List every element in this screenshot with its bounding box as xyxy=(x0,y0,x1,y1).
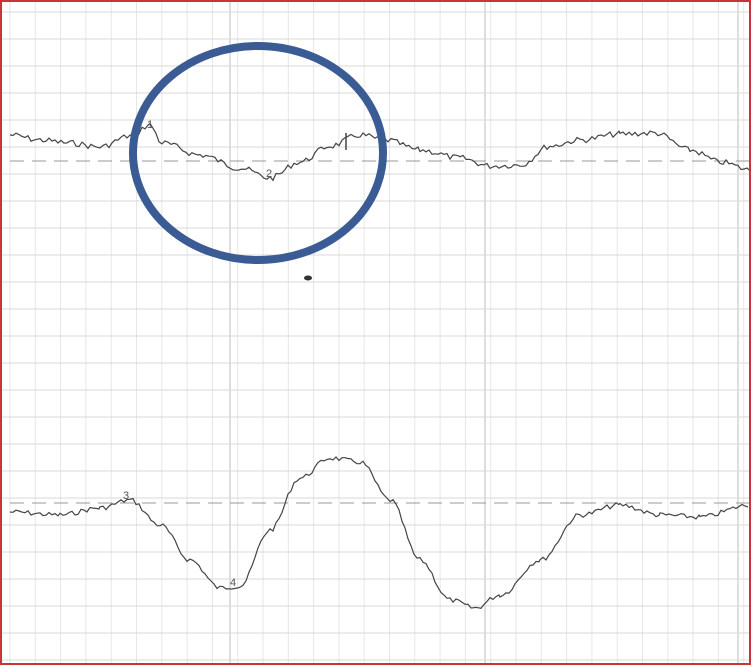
marker-label: 2 xyxy=(266,168,272,180)
dot xyxy=(304,276,312,281)
marker-label: 4 xyxy=(230,577,236,589)
background xyxy=(0,0,751,665)
marker-label: 3 xyxy=(123,490,129,502)
marker-label: 1 xyxy=(147,119,153,131)
ctg-trace: 1 2 3 4 xyxy=(0,0,751,665)
page: 1 2 3 4 (() => { const data = JSON.parse… xyxy=(0,0,751,665)
